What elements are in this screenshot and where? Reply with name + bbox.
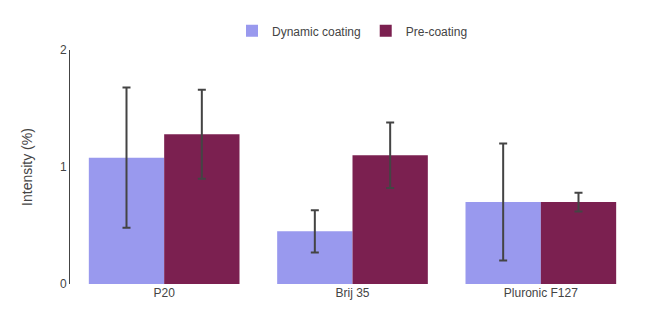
svg-text:0: 0	[60, 277, 67, 291]
svg-text:Dynamic coating: Dynamic coating	[272, 25, 361, 39]
svg-text:P20: P20	[153, 286, 175, 300]
svg-text:Brij 35: Brij 35	[335, 286, 369, 300]
svg-text:1: 1	[60, 160, 67, 174]
svg-text:Intensity (%): Intensity (%)	[19, 128, 35, 206]
svg-text:Pluronic F127: Pluronic F127	[504, 286, 578, 300]
svg-text:Pre-coating: Pre-coating	[406, 25, 467, 39]
svg-text:2: 2	[60, 43, 67, 57]
